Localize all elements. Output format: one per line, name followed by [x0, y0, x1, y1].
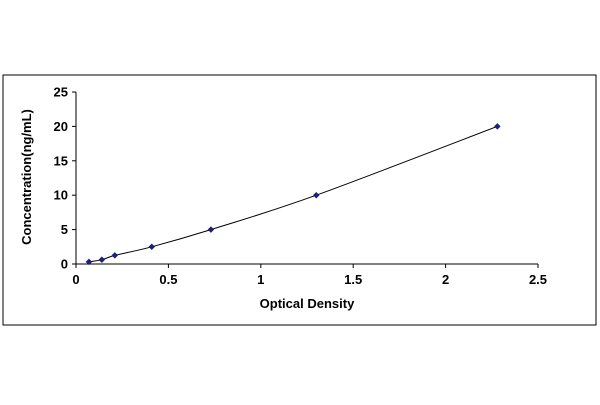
- data-point: [493, 123, 501, 130]
- x-axis-title: Optical Density: [260, 296, 355, 311]
- x-tick-label: 1.5: [344, 272, 362, 287]
- y-axis-title: Concentration(ng/mL): [19, 109, 34, 245]
- ticks: 0 0.5 1 1.5 2 2.5 0 5 10 15 20 25: [54, 85, 548, 288]
- data-point: [111, 252, 119, 259]
- y-tick-label: 25: [54, 85, 68, 100]
- points: [85, 123, 501, 266]
- x-tick-label: 0.5: [159, 272, 177, 287]
- y-tick-label: 15: [54, 153, 68, 168]
- y-tick-label: 5: [61, 222, 68, 237]
- y-tick-label: 0: [61, 257, 68, 272]
- x-tick-label: 2.5: [529, 272, 547, 287]
- x-tick-label: 1: [257, 272, 264, 287]
- x-tick-label: 0: [72, 272, 79, 287]
- data-point: [148, 243, 156, 251]
- data-point: [85, 258, 93, 266]
- x-tick-label: 2: [442, 272, 449, 287]
- data-point: [207, 226, 215, 233]
- y-tick-label: 10: [54, 188, 68, 203]
- axes: [75, 92, 538, 265]
- data-point: [312, 191, 320, 199]
- y-tick-label: 20: [54, 119, 68, 134]
- data-point: [98, 256, 106, 264]
- chart-border: [2, 74, 597, 326]
